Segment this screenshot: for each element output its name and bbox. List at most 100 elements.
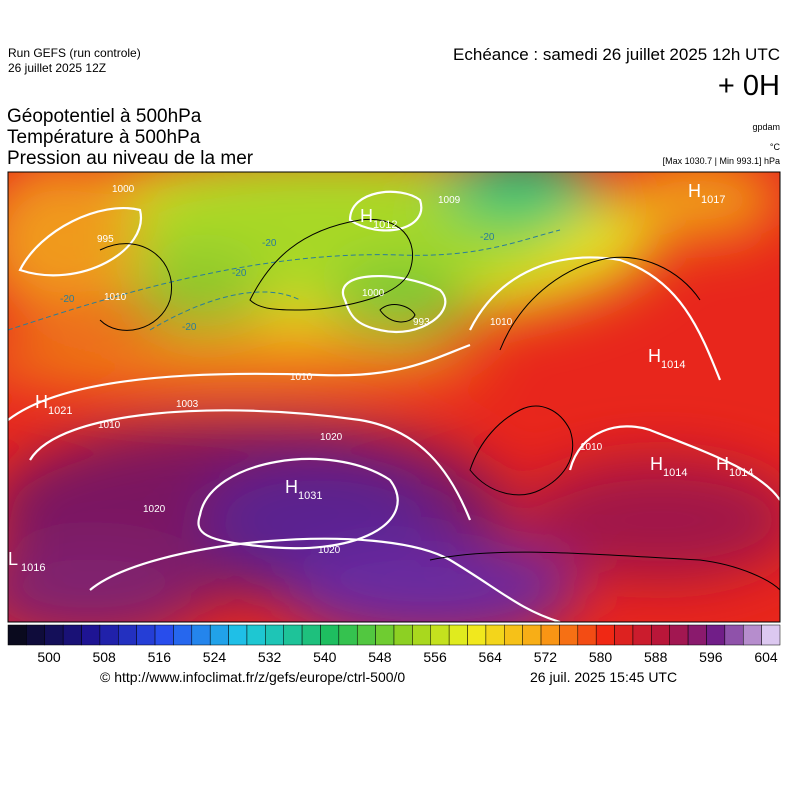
temperature-contours xyxy=(8,229,561,331)
colorbar-swatch xyxy=(742,624,762,646)
colorbar-swatch xyxy=(651,624,670,646)
colorbar-swatch xyxy=(320,624,340,646)
colorbar-label: 572 xyxy=(534,649,558,665)
colorbar-swatch xyxy=(522,624,542,646)
colorbar-label: 580 xyxy=(589,649,613,665)
unit-temp: °C xyxy=(769,142,780,152)
colorbar-swatch xyxy=(265,624,284,646)
title-3: Pression au niveau de la mer xyxy=(7,148,254,169)
center-value: 1014 xyxy=(729,467,753,479)
isobar-label: 1010 xyxy=(98,420,121,431)
colorbar-swatch xyxy=(430,624,450,646)
colorbar-swatch xyxy=(301,624,321,646)
isobar-label: 1000 xyxy=(112,184,135,195)
colorbar-label: 604 xyxy=(754,649,778,665)
colorbar-label: 588 xyxy=(644,649,668,665)
map-frame xyxy=(7,171,781,623)
isobar-label: 995 xyxy=(97,234,114,245)
colorbar-swatch xyxy=(99,624,119,646)
colorbar-swatch xyxy=(614,624,634,646)
colorbar-swatch xyxy=(577,624,597,646)
center-value: 1014 xyxy=(663,467,687,479)
center-value: 1014 xyxy=(661,359,685,371)
colorbar-swatch xyxy=(687,624,707,646)
colorbar-swatch xyxy=(173,624,193,646)
colorbar-swatch xyxy=(393,624,413,646)
colorbar-swatch xyxy=(485,624,505,646)
center-value: 1031 xyxy=(298,490,322,502)
generated-time: 26 juil. 2025 15:45 UTC xyxy=(530,669,678,685)
title-2: Température à 500hPa xyxy=(7,127,201,148)
run-label: Run GEFS (run controle) xyxy=(8,46,141,60)
center-kind: L xyxy=(8,549,18,569)
colorbar-swatch xyxy=(136,624,156,646)
lead-time: + 0H xyxy=(717,70,780,102)
colorbar-swatch xyxy=(356,624,376,646)
colorbar-swatch xyxy=(246,624,266,646)
colorbar-swatch xyxy=(595,624,615,646)
colorbar-swatch xyxy=(504,624,523,646)
colorbar-swatch xyxy=(26,624,46,646)
isobar-label: 1000 xyxy=(362,288,385,299)
colorbar-label: 596 xyxy=(699,649,723,665)
colorbar-swatch xyxy=(81,624,101,646)
colorbar-swatch xyxy=(338,624,358,646)
colorbar-label: 516 xyxy=(148,649,172,665)
colorbar-swatch xyxy=(191,624,211,646)
isobar-label: 1003 xyxy=(176,399,199,410)
isobar-label: 1020 xyxy=(143,504,166,515)
temperature-label: -20 xyxy=(60,294,75,305)
colorbar-swatch xyxy=(706,624,726,646)
isobar-label: 1020 xyxy=(318,545,341,556)
temperature-label: -20 xyxy=(232,268,247,279)
colorbar-swatch xyxy=(448,624,468,646)
colorbar-swatch xyxy=(44,624,64,646)
isobar-label: 1010 xyxy=(290,372,313,383)
isobars xyxy=(8,190,780,622)
isobar-label: 1010 xyxy=(580,442,603,453)
valid-time: Echéance : samedi 26 juillet 2025 12h UT… xyxy=(453,45,780,64)
isobar-label: 1010 xyxy=(490,317,513,328)
colorbar-label: 508 xyxy=(92,649,116,665)
center-kind: H xyxy=(285,477,298,497)
unit-gpdam: gpdam xyxy=(752,122,780,132)
colorbar-swatch xyxy=(154,624,174,646)
colorbar-swatch xyxy=(375,624,395,646)
colorbar-label: 540 xyxy=(313,649,337,665)
colorbar-swatch xyxy=(761,624,781,646)
colorbar-label: 500 xyxy=(37,649,61,665)
temperature-label: -20 xyxy=(262,238,277,249)
colorbar-swatch xyxy=(7,624,27,646)
temperature-label: -20 xyxy=(182,322,197,333)
colorbar-swatch xyxy=(412,624,432,646)
colorbar-swatch xyxy=(669,624,689,646)
center-value: 1016 xyxy=(21,562,45,574)
center-kind: H xyxy=(648,346,661,366)
colorbar-label: 532 xyxy=(258,649,282,665)
title-1: Géopotentiel à 500hPa xyxy=(7,106,202,127)
isobar-label: 1009 xyxy=(438,195,461,206)
source-url: © http://www.infoclimat.fr/z/gefs/europe… xyxy=(100,669,406,685)
colorbar-swatch xyxy=(228,624,248,646)
center-kind: H xyxy=(716,454,729,474)
colorbar-swatch xyxy=(62,624,82,646)
center-value: 1012 xyxy=(373,219,397,231)
center-kind: H xyxy=(360,206,373,226)
isobar-label: 1010 xyxy=(104,292,127,303)
run-date: 26 juillet 2025 12Z xyxy=(8,61,107,75)
colorbar-swatch xyxy=(559,624,579,646)
colorbar-swatch xyxy=(632,624,652,646)
temperature-label: -20 xyxy=(480,232,495,243)
colorbar-swatch xyxy=(540,624,560,646)
colorbar: 500 508 516 524 532 540 548 556 564 572 580 588 596 6… xyxy=(7,624,781,665)
colorbar-swatch xyxy=(283,624,303,646)
colorbar-label: 556 xyxy=(423,649,447,665)
coastlines xyxy=(99,218,780,591)
colorbar-label: 548 xyxy=(368,649,392,665)
center-value: 1017 xyxy=(701,194,725,206)
colorbar-swatch xyxy=(724,624,744,646)
colorbar-label: 564 xyxy=(479,649,503,665)
